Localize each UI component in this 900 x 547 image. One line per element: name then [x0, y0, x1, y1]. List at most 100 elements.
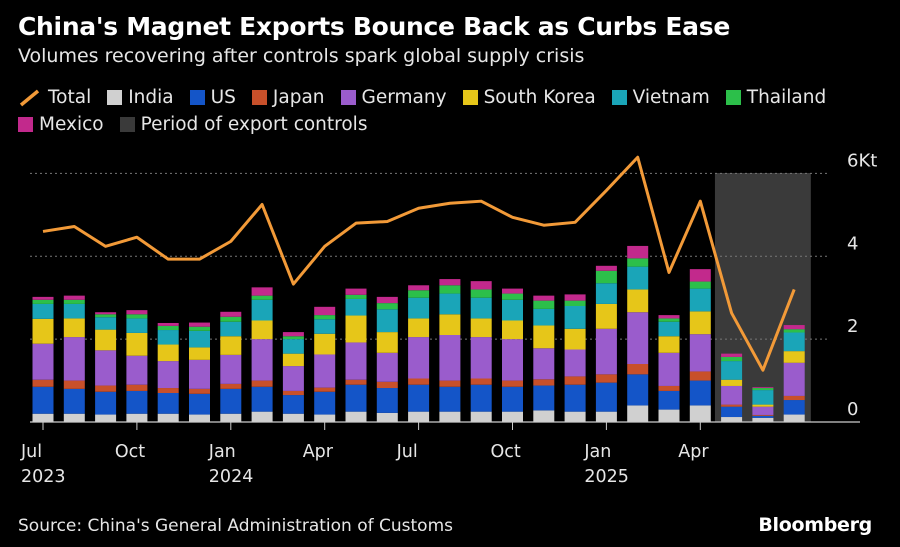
bar-segment — [439, 411, 461, 422]
y-tick-label: 6Kt — [847, 150, 877, 171]
bar-segment — [251, 339, 273, 381]
bar-segment — [376, 303, 398, 310]
legend-swatch — [251, 90, 267, 105]
x-tick-label: Jan 2024 — [208, 442, 254, 487]
bar-segment — [376, 388, 398, 413]
bar-segment — [157, 344, 179, 362]
bar-segment — [752, 417, 774, 422]
x-tick-label: Oct — [114, 442, 146, 462]
legend-swatch — [340, 90, 356, 105]
bar-segment — [627, 289, 649, 313]
bar-segment — [251, 320, 273, 340]
bar-segment — [564, 300, 586, 306]
bar-segment — [32, 318, 54, 344]
bar-segment — [32, 413, 54, 422]
legend-label: South Korea — [483, 87, 596, 108]
bar-segment — [345, 315, 367, 343]
bar-segment — [376, 352, 398, 382]
legend-item: Thailand — [725, 86, 827, 109]
bar-segment — [63, 295, 85, 300]
bar-segment — [408, 290, 430, 298]
bar-segment — [627, 312, 649, 364]
legend-item: US — [189, 86, 236, 109]
bar-segment — [314, 387, 336, 392]
bar-segment — [783, 395, 805, 401]
legend-swatch — [18, 117, 33, 132]
bar-segment — [502, 339, 523, 381]
bar-segment — [564, 411, 586, 422]
bar-segment — [251, 380, 273, 387]
bar-segment — [314, 414, 336, 422]
bar-segment — [502, 320, 523, 340]
bar-segment — [564, 349, 586, 377]
bar-segment — [595, 265, 617, 271]
legend-label: Japan — [272, 87, 325, 108]
bar-segment — [189, 359, 210, 389]
bar-segment — [470, 411, 492, 422]
bar-segment — [721, 404, 743, 407]
legend-item: Period of export controls — [119, 113, 367, 136]
bar-segment — [251, 287, 273, 296]
bar-segment — [595, 303, 617, 329]
legend-label: Germany — [361, 87, 447, 108]
bar-segment — [470, 337, 492, 379]
legend-item: Germany — [340, 86, 447, 109]
bar-segment — [627, 266, 649, 290]
bar-segment — [658, 409, 680, 422]
bar-segment — [627, 405, 649, 422]
bar-segment — [564, 376, 586, 385]
legend-item: India — [107, 86, 174, 109]
bar-segment — [533, 385, 555, 411]
bar-segment — [345, 411, 367, 422]
bar-segment — [783, 362, 805, 396]
bar-segment — [189, 393, 210, 415]
y-tick-label: 4 — [847, 233, 858, 254]
bar-segment — [282, 339, 304, 354]
bar-segment — [752, 414, 774, 416]
bar-segment — [408, 411, 430, 422]
bar-segment — [470, 384, 492, 412]
bar-segment — [376, 381, 398, 389]
bar-segment — [502, 288, 523, 294]
bar-segment — [721, 356, 743, 362]
x-tick-label: Apr — [302, 442, 333, 462]
bar-segment — [408, 297, 430, 319]
legend-label: Vietnam — [632, 87, 710, 108]
bar-segment — [658, 318, 680, 322]
bar-segment — [470, 318, 492, 338]
bar-segment — [220, 354, 242, 384]
brand: Bloomberg — [758, 514, 872, 536]
bar-segment — [408, 378, 430, 385]
bar-segment — [439, 386, 461, 412]
x-tick-label: Oct — [490, 442, 521, 462]
bar-segment — [126, 413, 148, 422]
bar-segment — [345, 342, 367, 380]
bar-segment — [533, 295, 555, 301]
bar-segment — [783, 414, 805, 422]
bar-segment — [752, 406, 774, 415]
bar-segment — [752, 387, 774, 389]
bar-segment — [95, 314, 117, 318]
bar-segment — [220, 321, 242, 337]
legend-swatch — [107, 90, 123, 105]
bar-segment — [282, 353, 304, 367]
bar-segment — [345, 288, 367, 295]
bar-segment — [63, 337, 85, 381]
bar-segment — [689, 405, 711, 422]
legend: Total India US Japan Germany South Korea Vietn… — [18, 86, 888, 136]
legend-label: Total — [48, 87, 92, 108]
bar-segment — [157, 361, 179, 389]
bar-segment — [689, 380, 711, 406]
bar-segment — [752, 415, 774, 418]
bar-segment — [470, 281, 492, 290]
bar-segment — [32, 379, 54, 387]
bar-segment — [189, 388, 210, 394]
bar-segment — [63, 318, 85, 338]
bar-segment — [189, 326, 210, 331]
chart-subtitle: Volumes recovering after controls spark … — [18, 45, 585, 67]
bar-segment — [783, 329, 805, 333]
legend-item: South Korea — [462, 86, 596, 109]
bar-segment — [95, 329, 117, 351]
legend-label: Thailand — [746, 87, 827, 108]
bar-segment — [408, 318, 430, 338]
